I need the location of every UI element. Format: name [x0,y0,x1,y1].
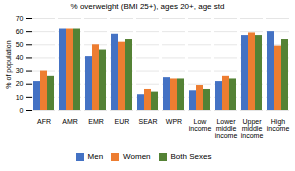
svg-text:AFR: AFR [37,118,51,125]
svg-text:20: 20 [16,80,24,87]
svg-text:Uppermiddleincome: Uppermiddleincome [241,118,264,139]
svg-text:30: 30 [16,67,24,74]
svg-text:SEAR: SEAR [138,118,157,125]
svg-text:Lowincome: Lowincome [189,118,212,132]
svg-text:WPR: WPR [166,118,182,125]
svg-text:Highincome: Highincome [267,118,290,132]
svg-text:10: 10 [16,94,24,101]
svg-text:EMR: EMR [88,118,104,125]
svg-text:% of population: % of population [5,40,13,88]
svg-text:70: 70 [16,15,24,22]
svg-text:EUR: EUR [115,118,130,125]
html-text:Men: Men [87,152,104,161]
svg-text:AMR: AMR [62,118,78,125]
html-text:Women: Women [123,152,151,161]
svg-text:40: 40 [16,54,24,61]
svg-text:50: 50 [16,41,24,48]
svg-text:0: 0 [20,107,24,114]
html-text:Both Sexes: Both Sexes [170,152,212,161]
svg-text:60: 60 [16,28,24,35]
html-text:% overweight (BMI 25+), ages 2: % overweight (BMI 25+), ages 20+, age st… [70,2,225,11]
svg-text:Lowermiddleincome: Lowermiddleincome [215,118,238,139]
